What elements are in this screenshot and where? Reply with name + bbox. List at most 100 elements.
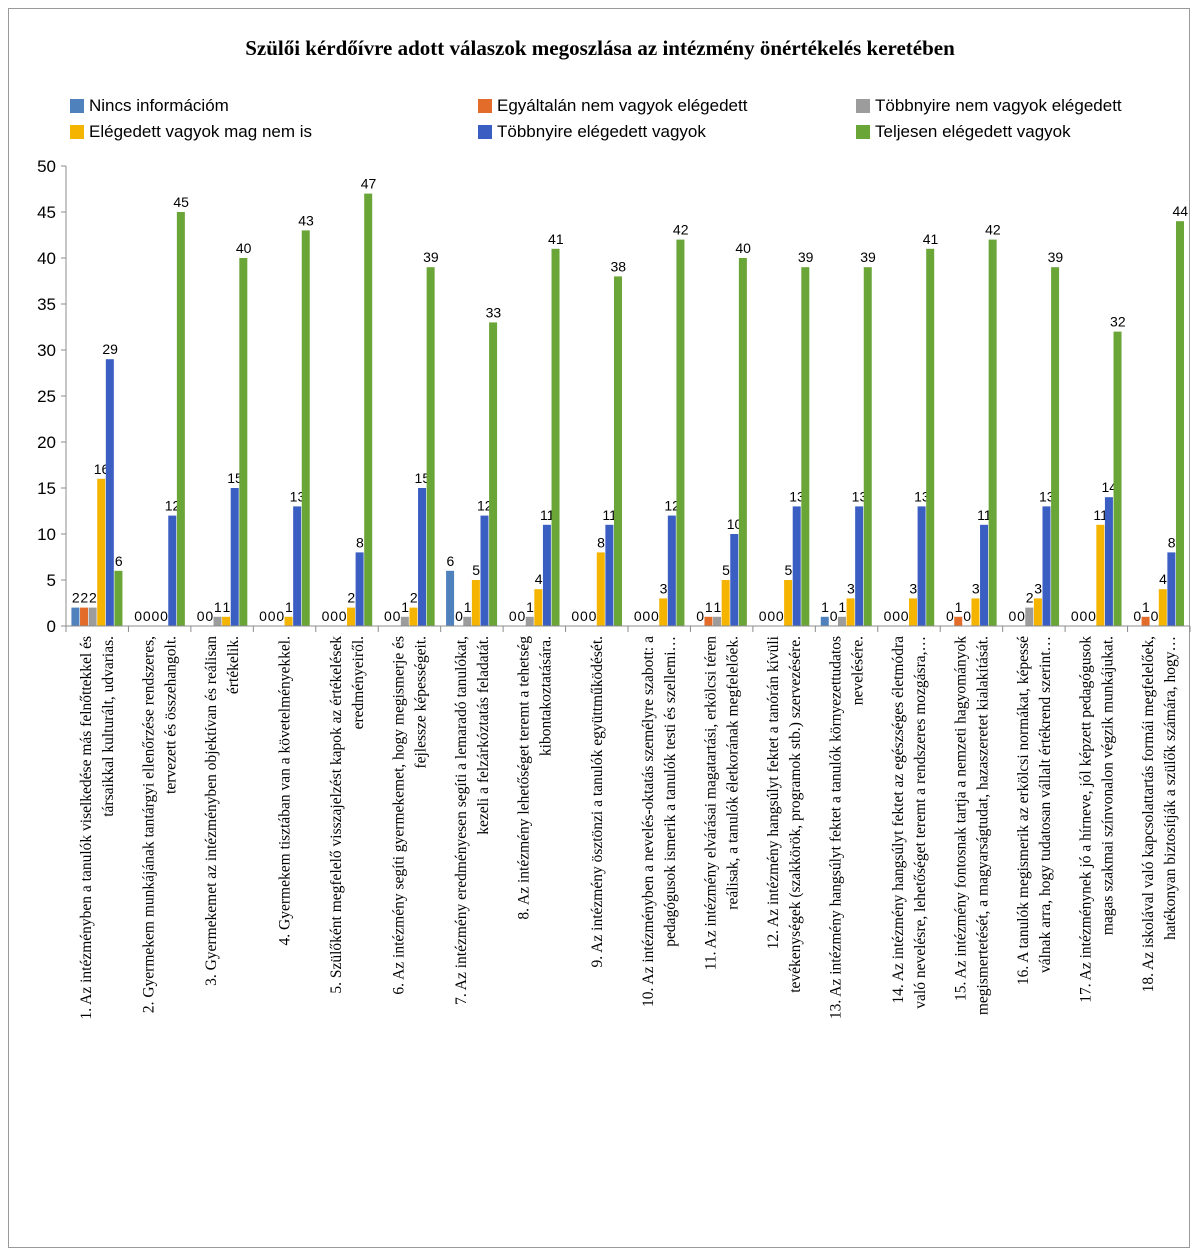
bar-value-label: 13: [789, 488, 805, 504]
bar-value-label: 1: [223, 599, 231, 615]
bar: [525, 616, 534, 626]
x-category-label-line: kibontakoztatására.: [537, 636, 554, 756]
bar: [105, 359, 114, 626]
x-category-label: 17. Az intézménynek jó a hírneve, jól ké…: [1077, 636, 1116, 1003]
bar: [917, 506, 926, 626]
bar: [846, 598, 855, 626]
bar: [446, 570, 455, 626]
x-category-label-line: 17. Az intézménynek jó a hírneve, jól ké…: [1077, 636, 1094, 1003]
bar: [909, 598, 917, 626]
bar: [80, 607, 89, 626]
bar: [1113, 331, 1122, 626]
bar-value-label: 14: [1101, 479, 1117, 495]
x-category-label-line: való nevelésre, lehetőséget teremt a ren…: [912, 636, 929, 1009]
x-category-label: 5. Szülőként megfelelő visszajelzést kap…: [328, 636, 367, 994]
bar-value-label: 0: [268, 608, 276, 624]
bar-value-label: 0: [1008, 608, 1016, 624]
bar-value-label: 2: [80, 590, 88, 606]
bar: [301, 230, 310, 626]
x-category-label-line: társaikkal kulturált, udvarias.: [100, 636, 117, 817]
chart-frame: [8, 8, 1190, 1248]
bar-value-label: 1: [713, 599, 721, 615]
bar-value-label: 40: [735, 240, 751, 256]
bar-value-label: 8: [597, 534, 605, 550]
legend-item-5: Többnyire elégedett vagyok: [478, 122, 706, 142]
bar-value-label: 0: [134, 608, 142, 624]
bar-value-label: 12: [664, 498, 680, 514]
x-category-label-line: 3. Gyermekemet az intézményben objektíva…: [203, 636, 220, 986]
bar-value-label: 13: [290, 488, 306, 504]
bar: [855, 506, 864, 626]
bar-value-label: 4: [535, 571, 543, 587]
bar-value-label: 2: [1026, 590, 1034, 606]
x-category-label-line: 12. Az intézmény hangsúlyt fektet a tanó…: [765, 635, 782, 949]
bar-value-label: 41: [548, 231, 564, 247]
x-category-label: 1. Az intézményben a tanulók viselkedése…: [78, 636, 117, 1020]
bar: [213, 616, 222, 626]
x-axis: 1. Az intézményben a tanulók viselkedése…: [65, 625, 1191, 1020]
y-axis: 0 5 10 15 20 25 30 35 40 45 50: [37, 157, 67, 636]
bar-value-label: 15: [415, 470, 431, 486]
bar: [1175, 221, 1184, 626]
bar: [480, 515, 489, 626]
x-category-label-line: válnak arra, hogy tudatosan vállalt érté…: [1037, 636, 1054, 973]
x-category-label-line: 14. Az intézmény hangsúlyt fektet az egé…: [890, 636, 907, 1004]
bar-value-label: 0: [901, 608, 909, 624]
legend-label-4: Elégedett vagyok mag nem is: [89, 122, 313, 141]
x-category-label: 10. Az intézményben a nevelés-oktatás sz…: [640, 636, 679, 1007]
bar-value-label: 1: [705, 599, 713, 615]
bar: [784, 580, 793, 626]
legend-label-1: Nincs információm: [89, 96, 229, 115]
legend-item-4: Elégedett vagyok mag nem is: [70, 122, 312, 142]
bar-value-label: 45: [173, 194, 189, 210]
x-category-label: 2. Gyermekem munkájának tantárgyi ellenő…: [141, 636, 180, 1013]
x-category-label-line: 15. Az intézmény fontosnak tartja a nemz…: [952, 636, 969, 1001]
bar-value-label: 0: [884, 608, 892, 624]
bar-value-label: 32: [1110, 314, 1126, 330]
bar-value-label: 10: [727, 516, 743, 532]
bar: [222, 616, 231, 626]
bar-value-label: 29: [102, 341, 118, 357]
x-category-label: 16. A tanulók megismerik az erkölcsi nor…: [1015, 636, 1054, 985]
x-category-label-line: 18. Az iskolával való kapcsolattartás fo…: [1140, 636, 1157, 992]
bar-value-label: 0: [276, 608, 284, 624]
bar: [551, 248, 560, 627]
bar-value-label: 0: [151, 608, 159, 624]
bar: [1051, 267, 1060, 626]
bar-value-label: 3: [972, 580, 980, 596]
x-category-label-line: magas szakmai színvonalon végzik munkáju…: [1099, 636, 1116, 935]
x-category-label-line: tervezett és összehangolt.: [163, 636, 180, 794]
bar-value-label: 3: [660, 580, 668, 596]
x-category-label: 4. Gyermekem tisztában van a követelmény…: [277, 636, 294, 945]
bar-value-label: 1: [955, 599, 963, 615]
bar: [738, 258, 747, 626]
bar-value-label: 1: [214, 599, 222, 615]
bar-value-label: 0: [963, 608, 971, 624]
y-tick-label: 25: [37, 387, 56, 406]
x-category-label: 11. Az intézmény elvárásai magatartási, …: [703, 636, 742, 971]
bar: [676, 239, 685, 626]
bar-value-label: 39: [798, 249, 814, 265]
bar-value-label: 0: [1151, 608, 1159, 624]
x-category-label: 18. Az iskolával való kapcsolattartás fo…: [1140, 636, 1179, 992]
bar-value-label: 0: [571, 608, 579, 624]
x-category-label: 7. Az intézmény eredményesen segíti a le…: [453, 636, 492, 1005]
bar: [1033, 598, 1042, 626]
y-tick-label: 15: [37, 479, 56, 498]
bar-value-label: 0: [696, 608, 704, 624]
bar: [239, 258, 248, 626]
bar-value-label: 0: [1071, 608, 1079, 624]
bar: [97, 478, 106, 626]
bar: [837, 616, 846, 626]
bar-value-label: 38: [610, 258, 626, 274]
bar: [1141, 616, 1150, 626]
x-category-label-line: fejlessze képességeit.: [412, 636, 429, 769]
bar: [1042, 506, 1051, 626]
bar-value-label: 16: [94, 461, 110, 477]
bar-value-label: 12: [477, 498, 493, 514]
bar: [605, 524, 614, 626]
x-category-label-line: 5. Szülőként megfelelő visszajelzést kap…: [328, 636, 345, 994]
bar: [801, 267, 810, 626]
bar-value-label: 1: [464, 599, 472, 615]
